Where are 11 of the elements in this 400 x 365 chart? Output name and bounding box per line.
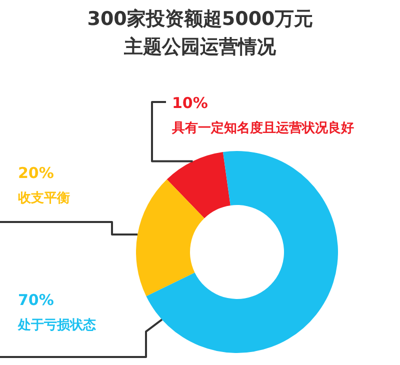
data-label: 70% (18, 291, 54, 309)
slice-label: 具有一定知名度且运营状况良好 (171, 120, 354, 136)
chart-title: 300家投资额超5000万元 (86, 7, 314, 32)
data-label: 10% (172, 94, 208, 112)
slice-label: 处于亏损状态 (17, 317, 97, 333)
data-label: 20% (18, 164, 54, 182)
donut-slice (166, 152, 230, 218)
slice-label: 收支平衡 (18, 191, 70, 206)
chart-subtitle: 主题公园运营情况 (123, 35, 277, 60)
donut-slice (136, 179, 204, 296)
donut-slice (146, 151, 338, 353)
